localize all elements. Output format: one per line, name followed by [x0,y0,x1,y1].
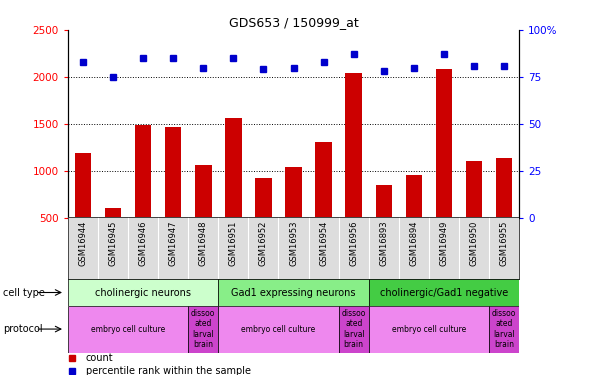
Bar [255,178,272,218]
Bar [369,279,519,306]
Text: cell type: cell type [3,288,45,297]
Text: GSM16956: GSM16956 [349,220,358,266]
Text: GSM16893: GSM16893 [379,220,388,266]
Bar [225,118,242,218]
Bar [218,306,339,352]
Bar [68,306,188,352]
Text: GSM16894: GSM16894 [409,220,418,266]
Text: embryo cell culture: embryo cell culture [392,324,466,334]
Bar [339,306,369,352]
Text: cholinergic/Gad1 negative: cholinergic/Gad1 negative [380,288,508,297]
Bar [68,279,218,306]
Text: count: count [86,353,113,363]
Bar [195,165,212,218]
Text: dissoo
ated
larval
brain: dissoo ated larval brain [492,309,516,349]
Text: GSM16951: GSM16951 [229,220,238,266]
Text: GSM16954: GSM16954 [319,220,328,266]
Bar [218,279,369,306]
Bar [369,306,489,352]
Bar [496,158,513,218]
Text: GSM16948: GSM16948 [199,220,208,266]
Text: GSM16955: GSM16955 [500,220,509,266]
Bar [345,73,362,217]
Text: protocol: protocol [3,324,42,334]
Bar [315,142,332,218]
Bar [285,167,302,218]
Bar [466,161,483,218]
Text: GSM16944: GSM16944 [78,220,87,266]
Text: GSM16947: GSM16947 [169,220,178,266]
Bar [375,185,392,218]
Bar [135,124,152,217]
Text: GSM16946: GSM16946 [139,220,148,266]
Text: dissoo
ated
larval
brain: dissoo ated larval brain [342,309,366,349]
Bar [165,127,182,218]
Text: GSM16945: GSM16945 [109,220,117,266]
Text: Gad1 expressing neurons: Gad1 expressing neurons [231,288,356,297]
Bar [188,306,218,352]
Text: dissoo
ated
larval
brain: dissoo ated larval brain [191,309,215,349]
Text: GSM16953: GSM16953 [289,220,298,266]
Bar [74,153,91,218]
Bar [435,69,453,218]
Text: cholinergic neurons: cholinergic neurons [95,288,191,297]
Text: embryo cell culture: embryo cell culture [91,324,165,334]
Text: GSM16952: GSM16952 [259,220,268,266]
Text: GSM16950: GSM16950 [470,220,478,266]
Title: GDS653 / 150999_at: GDS653 / 150999_at [229,16,358,29]
Text: embryo cell culture: embryo cell culture [241,324,316,334]
Bar [405,176,422,217]
Bar [104,208,122,218]
Text: GSM16949: GSM16949 [440,220,448,266]
Text: percentile rank within the sample: percentile rank within the sample [86,366,251,375]
Bar [489,306,519,352]
